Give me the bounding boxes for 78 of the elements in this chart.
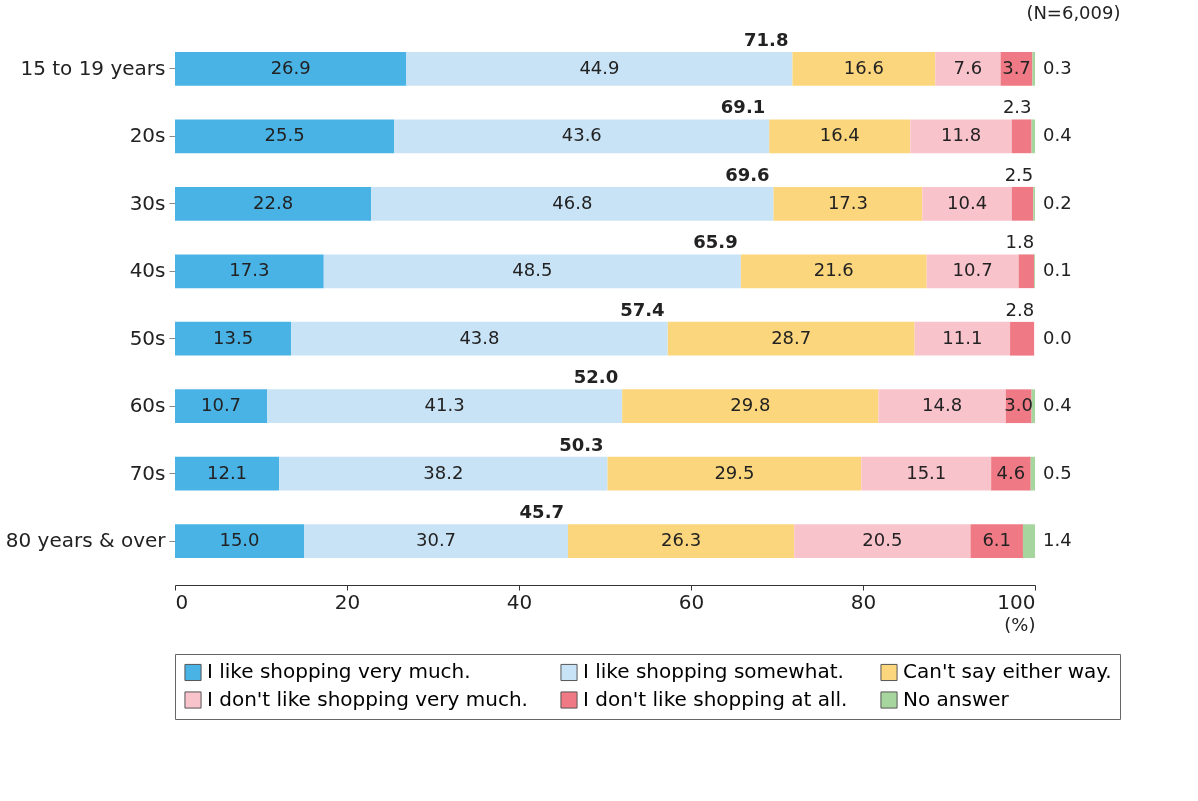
data-label: 0.4 — [1043, 394, 1072, 416]
data-label: 4.6 — [996, 461, 1026, 483]
data-label: 0.5 — [1043, 461, 1072, 483]
data-label: 1.4 — [1043, 529, 1072, 551]
data-label: 3.7 — [1002, 56, 1031, 78]
annotation: 45.7 — [519, 501, 565, 523]
data-label: 3.0 — [1004, 394, 1033, 416]
data-label: 11.1 — [942, 326, 983, 348]
data-label: 16.6 — [843, 56, 884, 78]
legend-label: No answer — [903, 687, 1010, 711]
data-label: 1.8 — [1005, 231, 1035, 253]
y-tick-label: 40s — [129, 258, 166, 283]
data-label: 10.7 — [952, 259, 993, 281]
x-tick-label: 100 — [997, 589, 1036, 614]
data-label: 0.0 — [1043, 326, 1072, 348]
data-label: 0.3 — [1043, 56, 1072, 78]
y-tick-label: 80 years & over — [5, 528, 167, 553]
data-label: 26.3 — [661, 529, 702, 551]
data-label: 0.2 — [1043, 191, 1072, 213]
annotation: 50.3 — [559, 433, 604, 455]
text: (N=6,009) — [1026, 2, 1121, 23]
data-label: 29.5 — [714, 461, 755, 483]
data-label: 2.5 — [1004, 163, 1034, 185]
annotation: 71.8 — [744, 28, 789, 50]
x-tick-label: 0 — [175, 589, 189, 614]
data-label: 12.1 — [206, 461, 248, 483]
data-label: 43.6 — [561, 124, 602, 146]
legend-label: I like shopping very much. — [207, 659, 471, 684]
data-label: 26.9 — [270, 56, 311, 78]
x-axis-title: (%) — [1004, 613, 1036, 635]
y-tick-label: 60s — [129, 393, 166, 418]
annotation: 57.4 — [620, 298, 665, 320]
y-tick-label: 50s — [129, 325, 166, 350]
data-label: 7.6 — [953, 56, 983, 78]
y-tick-label: 20s — [129, 123, 166, 148]
data-label: 0.4 — [1043, 124, 1072, 146]
data-label: 46.8 — [552, 191, 593, 213]
data-label: 38.2 — [423, 461, 464, 483]
data-label: 17.3 — [229, 259, 270, 281]
data-label: 20.5 — [862, 529, 903, 551]
annotation: 69.1 — [720, 96, 766, 118]
y-tick-label: 30s — [129, 190, 166, 215]
data-label: 21.6 — [813, 259, 854, 281]
data-label: 28.7 — [771, 326, 812, 348]
data-label: 15.1 — [906, 461, 947, 483]
data-label: 14.8 — [922, 394, 963, 416]
data-label: 41.3 — [424, 394, 465, 416]
legend-label: I like shopping somewhat. — [583, 659, 844, 684]
x-tick-label: 80 — [850, 589, 877, 614]
data-label: 17.3 — [827, 191, 868, 213]
x-tick-label: 40 — [506, 589, 533, 614]
data-label: 0.1 — [1043, 259, 1072, 281]
data-label: 13.5 — [213, 326, 254, 348]
data-label: 6.1 — [982, 529, 1012, 551]
data-label: 25.5 — [264, 124, 305, 146]
x-tick-label: 20 — [334, 589, 361, 614]
annotation: 65.9 — [693, 231, 738, 253]
x-tick-label: 60 — [678, 589, 705, 614]
data-label: 43.8 — [459, 326, 500, 348]
data-label: 22.8 — [253, 191, 294, 213]
data-label: 48.5 — [512, 259, 553, 281]
y-tick-label: 70s — [129, 460, 166, 485]
data-label: 30.7 — [415, 529, 457, 551]
annotation: 69.6 — [725, 163, 770, 185]
data-label: 2.8 — [1005, 298, 1035, 320]
data-label: 16.4 — [819, 124, 860, 146]
data-label: 10.7 — [200, 394, 242, 416]
data-label: 29.8 — [730, 394, 771, 416]
legend-label: I don't like shopping at all. — [583, 687, 848, 711]
legend-label: Can't say either way. — [903, 659, 1112, 684]
legend-label: I don't like shopping very much. — [207, 687, 528, 711]
annotation: 52.0 — [573, 366, 619, 388]
data-label: 15.0 — [219, 529, 260, 551]
data-label: 10.4 — [947, 191, 988, 213]
data-label: 11.8 — [941, 124, 982, 146]
data-label: 2.3 — [1002, 96, 1032, 118]
data-label: 44.9 — [579, 56, 620, 78]
y-tick-label: 15 to 19 years — [20, 55, 166, 80]
